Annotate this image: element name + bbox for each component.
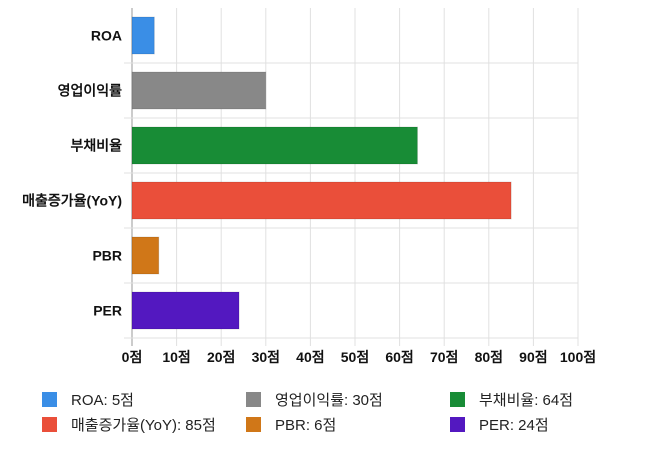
bar-영업이익률 <box>131 71 267 110</box>
x-tick-label: 30점 <box>252 349 280 365</box>
legend-item[interactable]: 영업이익률: 30점 <box>246 391 450 409</box>
bar-부채비율 <box>131 126 418 165</box>
legend-item[interactable]: 부채비율: 64점 <box>450 391 640 409</box>
bar-ROA <box>131 16 155 55</box>
category-label: PBR <box>92 248 122 264</box>
legend-label: PBR: 6점 <box>275 417 337 434</box>
x-tick-label: 90점 <box>519 349 547 365</box>
x-tick-label: 60점 <box>385 349 413 365</box>
legend-item[interactable]: 매출증가율(YoY): 85점 <box>42 416 246 434</box>
bar-PBR <box>131 236 160 275</box>
legend-item[interactable]: ROA: 5점 <box>42 391 246 409</box>
legend-label: 매출증가율(YoY): 85점 <box>71 417 216 434</box>
x-tick-label: 0점 <box>122 349 143 365</box>
legend-swatch <box>246 392 261 407</box>
x-tick-label: 80점 <box>475 349 503 365</box>
category-label: PER <box>93 303 122 319</box>
category-label: 매출증가율(YoY) <box>22 193 122 209</box>
x-tick-label: 10점 <box>162 349 190 365</box>
x-tick-label: 50점 <box>341 349 369 365</box>
legend-item[interactable]: PER: 24점 <box>450 416 640 434</box>
legend-swatch <box>450 417 465 432</box>
legend-label: ROA: 5점 <box>71 392 134 409</box>
legend-swatch <box>450 392 465 407</box>
bar-PER <box>131 291 240 330</box>
category-label: 부채비율 <box>70 138 122 154</box>
x-tick-label: 40점 <box>296 349 324 365</box>
category-label: 영업이익률 <box>58 83 123 99</box>
legend-swatch <box>42 392 57 407</box>
legend-swatch <box>246 417 261 432</box>
legend-label: 영업이익률: 30점 <box>275 392 383 409</box>
legend-label: 부채비율: 64점 <box>479 392 574 409</box>
bar-매출증가율(YoY) <box>131 181 512 220</box>
category-label: ROA <box>91 28 122 44</box>
x-tick-label: 20점 <box>207 349 235 365</box>
x-tick-label: 70점 <box>430 349 458 365</box>
legend-item[interactable]: PBR: 6점 <box>246 416 450 434</box>
bar-chart: 0점 10점 20점 30점 40점 50점 60점 70점 80점 90점 100점 ROA 영업이익… <box>22 8 596 365</box>
legend-swatch <box>42 417 57 432</box>
legend-label: PER: 24점 <box>479 417 549 434</box>
x-tick-label: 100점 <box>560 349 596 365</box>
